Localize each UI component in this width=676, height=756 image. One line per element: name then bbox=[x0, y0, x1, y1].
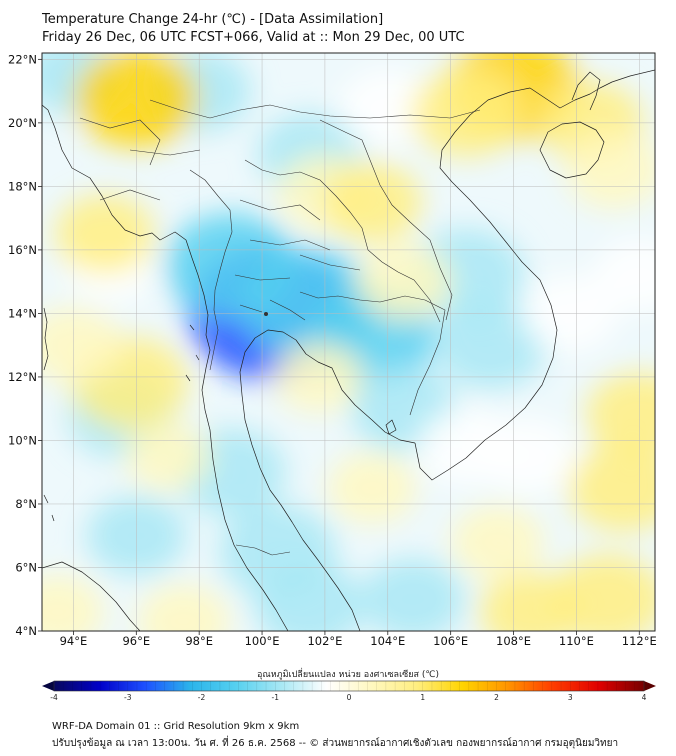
lat-label: 18°N bbox=[8, 179, 37, 193]
colorbar-tick-label: 2 bbox=[494, 693, 499, 702]
temperature-change-map: 94°E 96°E 98°E 100°E 102°E 104°E 106°E 108°E 110… bbox=[8, 52, 657, 702]
colorbar-tick-label: -1 bbox=[272, 693, 280, 702]
lat-label: 12°N bbox=[8, 370, 37, 384]
map-subtitle: Friday 26 Dec, 06 UTC FCST+066, Valid at… bbox=[42, 30, 465, 45]
colorbar-tick-label: -2 bbox=[198, 693, 206, 702]
colorbar-tick-label: 0 bbox=[347, 693, 352, 702]
anomaly-cell-39 bbox=[451, 505, 545, 580]
graticule bbox=[42, 53, 655, 631]
lon-label: 100°E bbox=[245, 634, 280, 648]
vietnam-coastline bbox=[414, 87, 558, 481]
lon-label: 102°E bbox=[307, 634, 342, 648]
anomaly-cell-42 bbox=[124, 422, 211, 491]
anomaly-cell-32 bbox=[355, 243, 452, 321]
anomaly-cell-16 bbox=[361, 558, 465, 631]
colorbar-tick-label: 1 bbox=[420, 693, 425, 702]
lon-label: 94°E bbox=[60, 634, 88, 648]
vietnam-laos-border bbox=[319, 119, 453, 321]
lon-label: 96°E bbox=[122, 634, 150, 648]
anomaly-cell-29 bbox=[42, 306, 122, 384]
lat-label: 6°N bbox=[15, 560, 37, 574]
thai-provinces bbox=[234, 199, 361, 321]
footer-credit: ปรับปรุงข้อมูล ณ เวลา 13:00น. วัน ศ. ที่… bbox=[52, 738, 619, 749]
anomaly-cell-9 bbox=[254, 561, 365, 631]
lat-label: 16°N bbox=[8, 243, 37, 257]
anomaly-cell-26 bbox=[566, 132, 655, 209]
andaman-islands bbox=[43, 307, 49, 371]
colorbar-tick-label: -4 bbox=[50, 693, 58, 702]
anomaly-cell-5 bbox=[436, 301, 547, 390]
nicobar-islands bbox=[43, 494, 55, 522]
colorbar-max-arrow bbox=[644, 681, 656, 691]
anomaly-cell-38 bbox=[327, 452, 417, 524]
lat-label: 10°N bbox=[8, 433, 37, 447]
anomaly-cell-31 bbox=[322, 162, 422, 243]
sumatra-coast bbox=[42, 561, 141, 631]
china-border bbox=[149, 99, 481, 119]
lat-label: 22°N bbox=[8, 52, 37, 66]
colorbar: -4 -3 -2 -1 0 1 2 3 4 bbox=[42, 680, 656, 702]
lon-label: 108°E bbox=[496, 634, 531, 648]
lon-label: 110°E bbox=[559, 634, 594, 648]
colorbar-tick-label: 4 bbox=[642, 693, 647, 702]
lon-label: 112°E bbox=[622, 634, 657, 648]
lat-label: 14°N bbox=[8, 306, 37, 320]
phu-quoc-island bbox=[385, 419, 397, 435]
colorbar-outline bbox=[53, 680, 645, 692]
lon-label: 98°E bbox=[185, 634, 213, 648]
colorbar-tick-label: 3 bbox=[568, 693, 573, 702]
west-coastline bbox=[42, 104, 289, 631]
map-frame bbox=[41, 52, 656, 632]
anomaly-cell-34 bbox=[586, 372, 655, 458]
lat-label: 20°N bbox=[8, 116, 37, 130]
lat-label: 8°N bbox=[15, 497, 37, 511]
anomaly-cell-37 bbox=[479, 572, 580, 631]
anomaly-cell-35 bbox=[568, 444, 655, 533]
axis-ticks: 94°E 96°E 98°E 100°E 102°E 104°E 106°E 108°E 110… bbox=[8, 52, 657, 648]
colorbar-label: อุณหภูมิเปลี่ยนแปลง หน่วย องศาเซลเซียส (… bbox=[257, 667, 439, 680]
laos-border bbox=[244, 159, 441, 323]
malaysia-border bbox=[235, 544, 291, 556]
gulf-coastline bbox=[239, 329, 416, 631]
footer-model-info: WRF-DA Domain 01 :: Grid Resolution 9km … bbox=[52, 721, 300, 732]
china-coastline bbox=[529, 69, 655, 109]
colorbar-divisions bbox=[63, 681, 635, 691]
hainan-island bbox=[539, 121, 605, 179]
coastlines bbox=[42, 69, 655, 631]
country-borders bbox=[79, 99, 481, 556]
colorbar-min-arrow bbox=[42, 681, 54, 691]
anomaly-cell-2 bbox=[165, 213, 297, 319]
cambodia-border bbox=[299, 291, 446, 416]
anomaly-cell-24 bbox=[411, 69, 522, 158]
leizhou-peninsula bbox=[571, 71, 601, 111]
lon-label: 104°E bbox=[370, 634, 405, 648]
myanmar-internal bbox=[79, 117, 201, 201]
lon-label: 106°E bbox=[433, 634, 468, 648]
lat-label: 4°N bbox=[15, 624, 37, 638]
anomaly-cell-20 bbox=[418, 408, 515, 486]
anomaly-cell-40 bbox=[137, 584, 230, 631]
colorbar-gradient bbox=[54, 681, 644, 691]
andaman-sea-islands bbox=[185, 324, 200, 382]
anomaly-cell-41 bbox=[42, 574, 104, 631]
anomaly-cell-27 bbox=[55, 194, 155, 274]
colorbar-tick-label: -3 bbox=[124, 693, 132, 702]
map-title: Temperature Change 24-hr (℃) - [Data Ass… bbox=[42, 12, 384, 27]
colorbar-ticks: -4 -3 -2 -1 0 1 2 3 4 bbox=[50, 693, 646, 702]
bangkok-marker bbox=[264, 312, 268, 316]
myanmar-thailand-border bbox=[189, 169, 233, 371]
map-area bbox=[42, 53, 655, 631]
